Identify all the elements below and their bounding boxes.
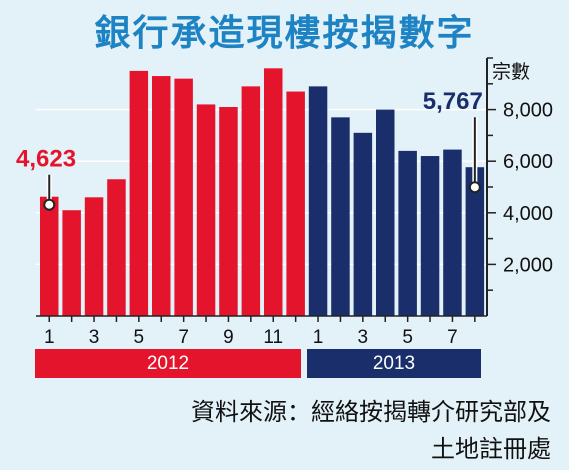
bar-2012-6 <box>152 76 171 316</box>
x-tick-label: 7 <box>447 327 458 348</box>
bar-2012-5 <box>129 70 149 317</box>
bar-2013-1 <box>308 86 328 316</box>
data-label-5,767: 5,767 <box>423 88 483 115</box>
x-tick-label: 7 <box>178 327 189 348</box>
bar-2013-6 <box>420 156 440 316</box>
bar-2012-4 <box>107 179 126 316</box>
bar-2012-9 <box>219 107 238 317</box>
bar-2013-2 <box>331 117 350 316</box>
y-tick-label: 8,000 <box>503 100 553 122</box>
bar-2012-7 <box>174 78 193 316</box>
bar-2012-1 <box>40 196 59 316</box>
x-tick-label: 3 <box>89 327 100 348</box>
bar-2013-4 <box>376 109 395 316</box>
x-tick-label: 5 <box>402 327 413 348</box>
y-tick-label: 6,000 <box>503 151 553 173</box>
y-tick-label: 2,000 <box>503 254 553 276</box>
x-tick-label: 1 <box>313 327 324 348</box>
year-band-2012: 2012 <box>35 349 301 378</box>
bar-2013-3 <box>353 132 373 316</box>
bar-2013-7 <box>443 149 462 316</box>
bar-2012-8 <box>196 104 216 316</box>
x-tick-label: 9 <box>223 327 234 348</box>
year-band-2013: 2013 <box>307 349 481 378</box>
x-tick-label: 11 <box>263 327 283 348</box>
chart-title: 銀行承造現樓按揭數字 <box>94 13 475 54</box>
source-note: 資料來源：經絡按揭轉介研究部及 <box>191 398 551 426</box>
bar-2013-5 <box>398 150 417 316</box>
annotation-marker <box>43 198 56 211</box>
annotations: 4,623 5,767 <box>16 88 483 211</box>
x-tick-label: 3 <box>358 327 369 348</box>
bar-2012-3 <box>84 197 104 316</box>
bar-2012-11 <box>264 68 283 316</box>
bar-2012-2 <box>62 210 81 316</box>
source-note-continued: 土地註冊處 <box>431 435 551 463</box>
x-tick-label: 5 <box>134 327 145 348</box>
bars <box>40 68 485 317</box>
bar-2012-12 <box>286 91 305 316</box>
y-tick-label: 4,000 <box>503 203 553 225</box>
x-tick-label: 1 <box>44 327 55 348</box>
bar-2013-8 <box>465 167 485 316</box>
data-label-4,623: 4,623 <box>16 146 76 173</box>
grid-lines <box>36 108 487 266</box>
y-axis-unit-label: 宗數 <box>492 61 530 83</box>
annotation-marker <box>468 181 481 194</box>
bar-2012-10 <box>241 86 261 316</box>
